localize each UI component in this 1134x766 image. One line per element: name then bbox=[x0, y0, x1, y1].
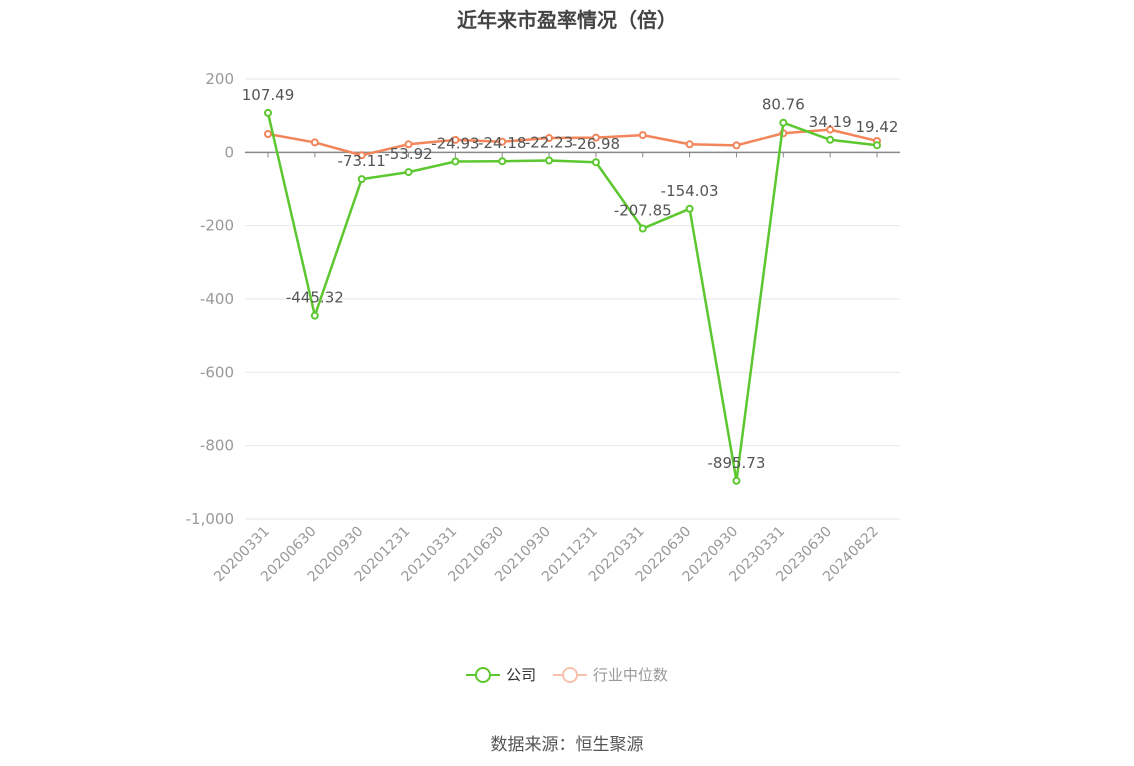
company-point bbox=[310, 311, 319, 320]
y-tick-label: 200 bbox=[205, 70, 234, 88]
industry-median-point bbox=[357, 151, 366, 160]
industry-median-point bbox=[310, 138, 319, 147]
legend-company-label: 公司 bbox=[506, 666, 537, 684]
company-data-label: -24.18 bbox=[478, 134, 526, 152]
company-point bbox=[732, 476, 741, 485]
x-axis: 2020033120200630202009302020123120210331… bbox=[211, 151, 900, 585]
legend-company-marker bbox=[466, 666, 501, 683]
y-tick-label: -400 bbox=[200, 290, 234, 308]
company-data-label: -22.23 bbox=[525, 133, 573, 151]
industry-median-point bbox=[404, 140, 413, 149]
legend: 公司 行业中位数 bbox=[0, 664, 1134, 687]
company-point bbox=[779, 118, 788, 127]
company-point bbox=[404, 168, 413, 177]
data-source-note: 数据来源：恒生聚源 bbox=[490, 735, 644, 755]
company-data-label: -26.98 bbox=[572, 135, 620, 153]
industry-median-point bbox=[545, 134, 554, 143]
industry-median-point bbox=[826, 125, 835, 134]
company-data-label: -73.11 bbox=[338, 152, 386, 170]
y-axis-ticks: 200 0 -200 -400 -600 -800 -1,000 bbox=[186, 70, 234, 528]
company-point bbox=[451, 157, 460, 166]
company-data-label: -445.32 bbox=[286, 289, 344, 307]
company-data-label: 107.49 bbox=[242, 86, 295, 104]
y-tick-label: -800 bbox=[200, 437, 234, 455]
y-tick-label: 0 bbox=[224, 143, 234, 161]
company-point bbox=[591, 158, 600, 167]
company-pe-line bbox=[266, 112, 878, 483]
legend-industry-label: 行业中位数 bbox=[592, 666, 668, 684]
company-point bbox=[826, 135, 835, 144]
company-data-label: 19.42 bbox=[856, 118, 899, 136]
grid-lines bbox=[245, 78, 900, 520]
industry-median-point bbox=[685, 140, 694, 149]
company-point bbox=[545, 156, 554, 165]
industry-median-point bbox=[451, 135, 460, 144]
company-point bbox=[638, 224, 647, 233]
company-point bbox=[264, 108, 272, 117]
industry-median-point bbox=[638, 131, 647, 140]
industry-median-point bbox=[732, 141, 741, 150]
chart-title: 近年来市盈率情况（倍） bbox=[457, 8, 677, 32]
industry-median-point bbox=[498, 137, 507, 146]
industry-median-point bbox=[591, 133, 600, 142]
legend-item-company[interactable]: 公司 bbox=[466, 664, 536, 685]
company-data-label: -895.73 bbox=[708, 454, 766, 472]
y-tick-label: -200 bbox=[200, 217, 234, 235]
series-lines bbox=[264, 108, 881, 485]
company-data-label: -207.85 bbox=[614, 202, 672, 220]
y-tick-label: -600 bbox=[200, 363, 234, 381]
data-labels: 107.49 -445.32 -73.11-53.92-24.93-24.18-22… bbox=[242, 86, 899, 472]
company-data-label: -154.03 bbox=[661, 182, 719, 200]
company-data-label: -24.93 bbox=[431, 134, 479, 152]
company-data-label: -53.92 bbox=[384, 145, 432, 163]
y-tick-label: -1,000 bbox=[186, 510, 234, 528]
industry-median-line bbox=[267, 128, 878, 157]
company-point bbox=[357, 175, 366, 184]
legend-industry-marker bbox=[552, 666, 587, 683]
company-point bbox=[498, 157, 507, 166]
pe-line-chart: 200 0 -200 -400 -600 -800 -1,000 2020033120200… bbox=[186, 70, 900, 585]
company-data-label: 34.19 bbox=[809, 113, 852, 131]
company-point bbox=[685, 204, 694, 213]
legend-item-industry-median[interactable]: 行业中位数 bbox=[552, 664, 668, 685]
company-point bbox=[873, 141, 881, 150]
industry-median-point bbox=[264, 130, 272, 138]
company-data-label: 80.76 bbox=[762, 96, 805, 114]
